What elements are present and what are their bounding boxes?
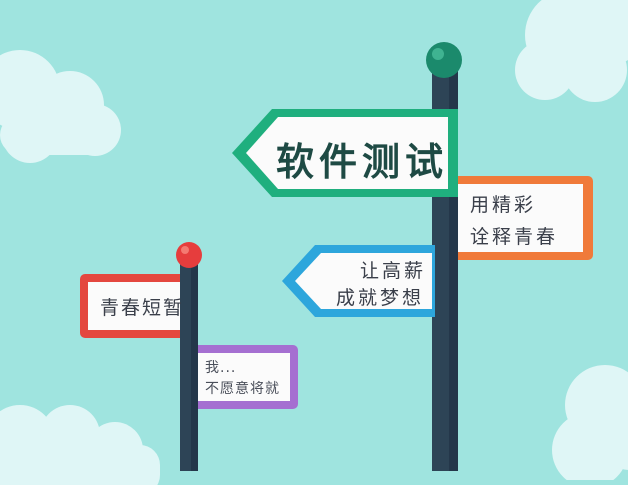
sign-blue-line1: 让高薪 xyxy=(360,260,427,282)
cloud-top-left xyxy=(0,50,121,163)
sign-orange-line2: 诠释青春 xyxy=(470,226,559,248)
cloud-top-right xyxy=(515,0,628,102)
sign-purple-line1: 我... xyxy=(205,360,237,376)
knob-red-icon xyxy=(176,242,202,268)
cloud-bottom-right xyxy=(552,365,628,480)
sign-blue-line2: 成就梦想 xyxy=(336,287,425,309)
sign-purple-line2: 不愿意将就 xyxy=(205,381,280,397)
sign-main-text: 软件测试 xyxy=(276,140,449,184)
knob-green-icon xyxy=(426,42,462,78)
sign-red-text: 青春短暂 xyxy=(100,297,185,319)
sign-purple xyxy=(188,345,298,409)
sign-orange-line1: 用精彩 xyxy=(470,194,537,216)
sign-orange xyxy=(445,176,593,260)
sign-red xyxy=(80,274,196,338)
sign-green-arrow xyxy=(232,109,458,197)
signposts-graphic xyxy=(80,42,593,471)
sign-blue-arrow xyxy=(282,245,435,317)
